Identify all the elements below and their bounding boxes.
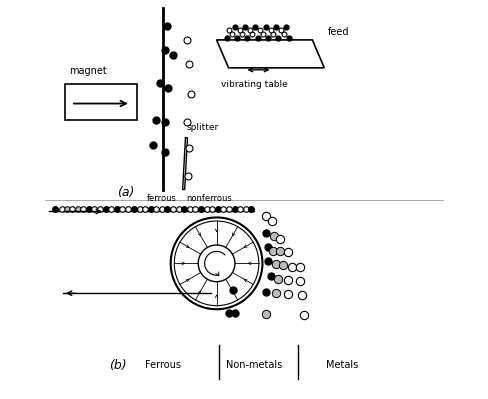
Text: feed: feed <box>327 27 349 37</box>
Polygon shape <box>183 138 187 190</box>
Text: ferrous: ferrous <box>146 194 176 203</box>
Text: (a): (a) <box>117 186 134 199</box>
Circle shape <box>174 221 258 306</box>
Text: nonferrous: nonferrous <box>186 194 232 203</box>
Text: magnet: magnet <box>69 66 106 76</box>
Text: Ferrous: Ferrous <box>144 360 181 370</box>
Bar <box>65 84 137 120</box>
Text: Metals: Metals <box>325 360 358 370</box>
Circle shape <box>198 245 234 282</box>
Circle shape <box>170 217 262 309</box>
Text: splitter: splitter <box>186 122 219 132</box>
Text: Non-metals: Non-metals <box>226 360 282 370</box>
Text: vibrating table: vibrating table <box>220 80 287 89</box>
Text: (b): (b) <box>109 359 126 371</box>
